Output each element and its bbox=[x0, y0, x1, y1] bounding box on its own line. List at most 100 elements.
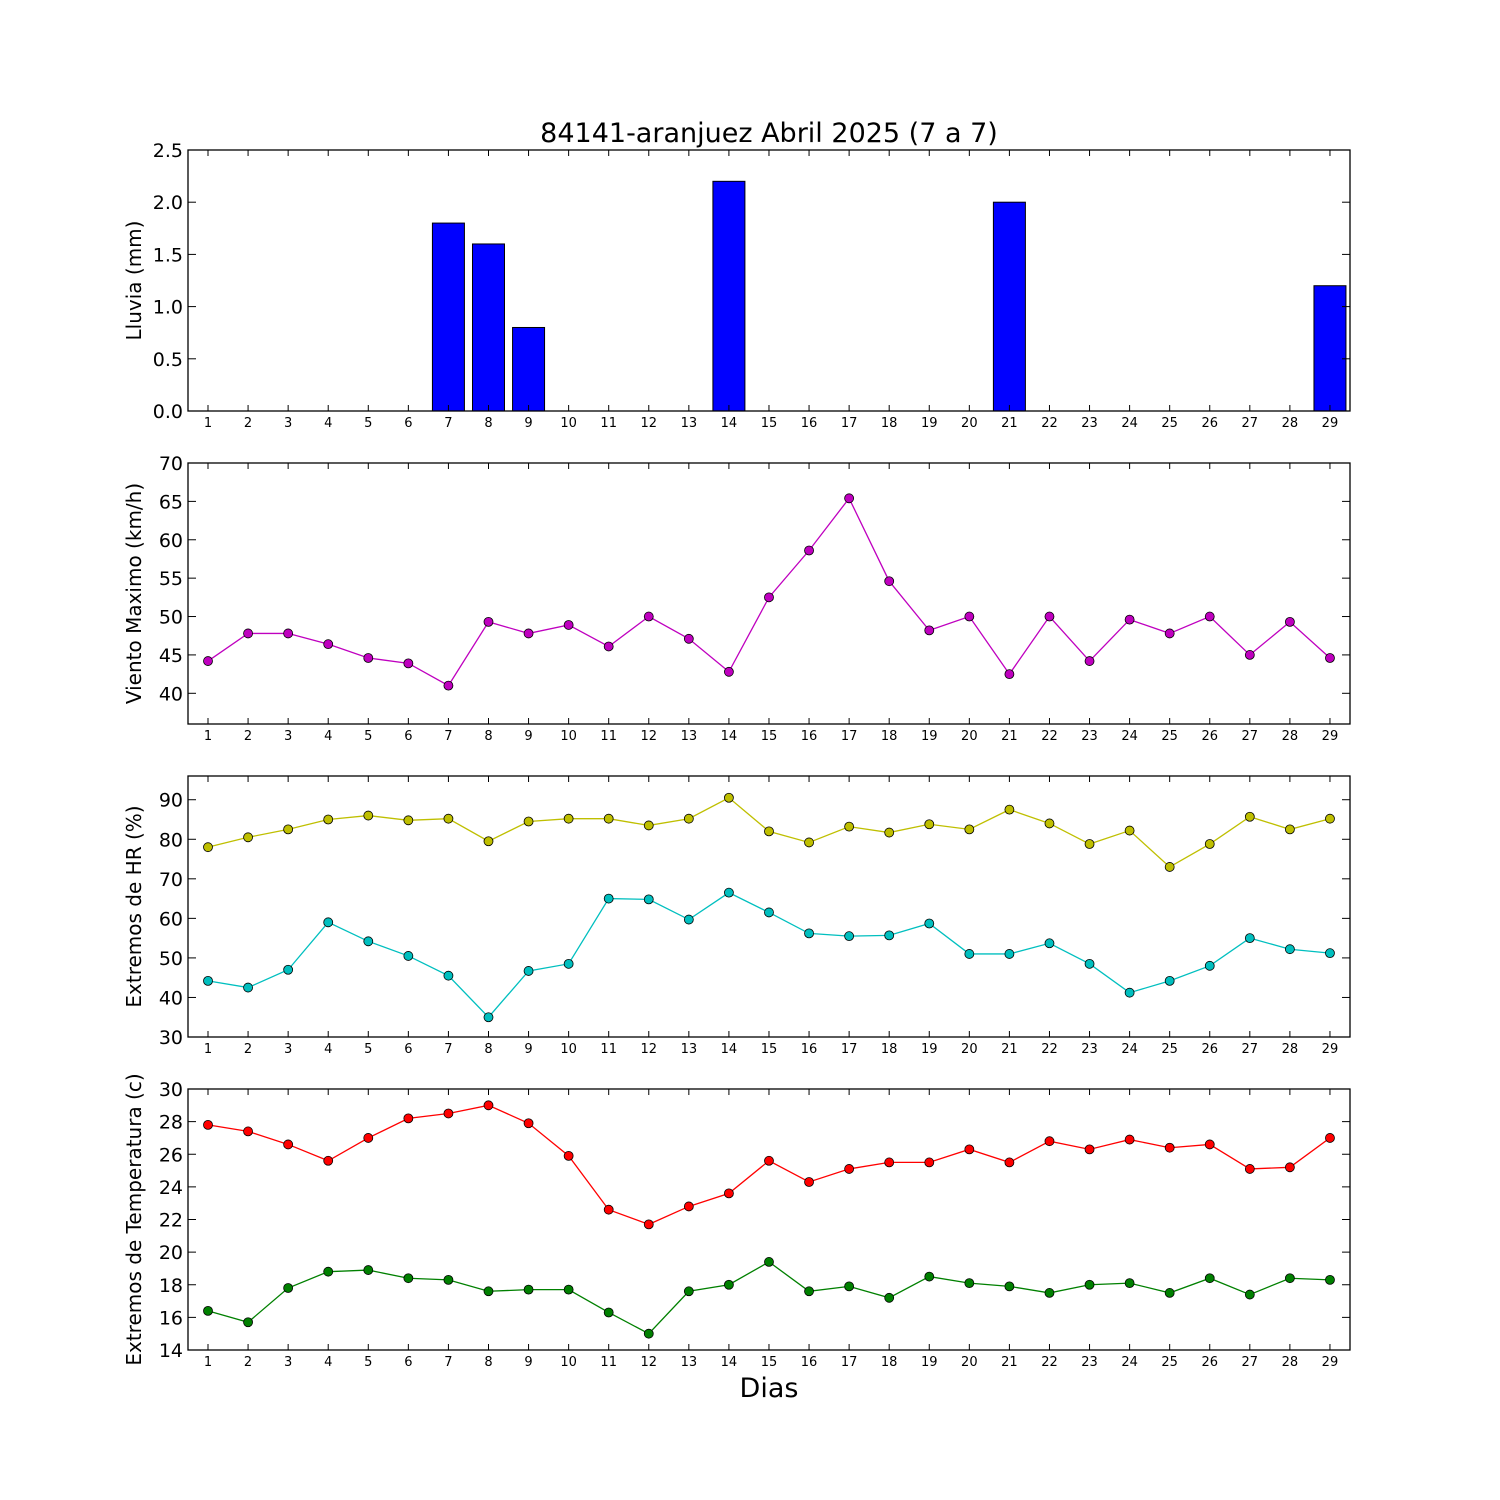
x-tick-label: 7 bbox=[444, 1042, 452, 1057]
series-0-point-14 bbox=[724, 1188, 734, 1199]
series-0-point-9 bbox=[523, 1118, 534, 1129]
y-tick-label: 28 bbox=[159, 1112, 183, 1134]
x-tick-label: 24 bbox=[1121, 416, 1138, 431]
series-0-point-1 bbox=[203, 1119, 213, 1130]
series-0-point-26 bbox=[1204, 611, 1215, 622]
series-0-point-29 bbox=[1325, 653, 1335, 663]
series-1-point-26 bbox=[1204, 960, 1215, 971]
series-0-point-5 bbox=[363, 653, 374, 663]
series-0-point-3 bbox=[283, 824, 294, 835]
series-1-point-10 bbox=[563, 958, 574, 969]
series-0-point-21 bbox=[1004, 669, 1015, 679]
series-1-point-8 bbox=[483, 1286, 494, 1297]
series-0-point-28 bbox=[1284, 824, 1295, 835]
x-tick-label: 17 bbox=[841, 729, 858, 744]
series-0-point-24 bbox=[1124, 1134, 1135, 1145]
series-0-point-15 bbox=[764, 592, 774, 603]
x-tick-label: 20 bbox=[961, 416, 978, 431]
x-tick-label: 29 bbox=[1322, 416, 1339, 431]
series-0-point-4 bbox=[323, 639, 334, 650]
series-1-point-23 bbox=[1084, 1279, 1095, 1290]
series-1-point-8 bbox=[483, 1012, 494, 1023]
series-0-point-9 bbox=[523, 628, 534, 639]
y-tick-label: 45 bbox=[159, 645, 183, 667]
series-1-point-28 bbox=[1284, 1273, 1295, 1284]
x-tick-label: 24 bbox=[1121, 729, 1138, 744]
x-tick-label: 1 bbox=[204, 729, 212, 744]
series-1-point-24 bbox=[1124, 1278, 1135, 1289]
series-1-point-9 bbox=[523, 966, 534, 976]
x-tick-label: 23 bbox=[1081, 1355, 1098, 1370]
rain-bar-9 bbox=[512, 326, 546, 412]
y-tick-label: 80 bbox=[159, 829, 183, 851]
series-1-point-15 bbox=[764, 907, 774, 918]
series-0-point-28 bbox=[1284, 617, 1295, 627]
series-1-point-3 bbox=[283, 964, 294, 975]
x-tick-label: 21 bbox=[1001, 1355, 1018, 1370]
series-0-point-27 bbox=[1244, 650, 1255, 660]
series-0-point-10 bbox=[563, 813, 574, 824]
x-tick-label: 19 bbox=[921, 1355, 938, 1370]
series-0-point-5 bbox=[363, 810, 374, 821]
x-tick-label: 4 bbox=[324, 416, 332, 431]
x-tick-label: 28 bbox=[1282, 1042, 1299, 1057]
x-tick-label: 22 bbox=[1041, 729, 1058, 744]
series-0-point-12 bbox=[643, 820, 654, 831]
series-0-point-19 bbox=[924, 819, 935, 830]
series-0-point-17 bbox=[844, 1164, 855, 1174]
series-0-point-4 bbox=[323, 1155, 334, 1166]
series-0-point-26 bbox=[1204, 839, 1215, 849]
rain-bar-21 bbox=[992, 201, 1026, 412]
x-tick-label: 28 bbox=[1282, 729, 1299, 744]
y-tick-label: 30 bbox=[159, 1027, 183, 1049]
y-tick-label: 14 bbox=[159, 1340, 183, 1362]
series-0-point-8 bbox=[483, 1100, 494, 1111]
series-0-point-20 bbox=[964, 824, 975, 835]
series-0-point-26 bbox=[1204, 1139, 1215, 1150]
x-tick-label: 11 bbox=[600, 416, 617, 431]
rain-bar-29 bbox=[1313, 285, 1347, 412]
series-0-point-2 bbox=[243, 832, 253, 843]
x-tick-label: 27 bbox=[1242, 729, 1259, 744]
x-tick-label: 4 bbox=[324, 1355, 332, 1370]
series-1-point-1 bbox=[203, 975, 213, 986]
series-0-point-22 bbox=[1044, 1136, 1055, 1147]
x-tick-label: 3 bbox=[284, 1042, 292, 1057]
y-axis-label: Lluvia (mm) bbox=[122, 221, 146, 341]
y-axis-label: Extremos de HR (%) bbox=[122, 805, 146, 1007]
x-tick-label: 27 bbox=[1242, 416, 1259, 431]
rain-bar-8 bbox=[471, 243, 505, 412]
series-0-point-29 bbox=[1325, 1133, 1335, 1143]
x-tick-label: 19 bbox=[921, 416, 938, 431]
x-tick-label: 12 bbox=[640, 1042, 657, 1057]
x-tick-label: 18 bbox=[881, 729, 898, 744]
x-tick-label: 11 bbox=[600, 1042, 617, 1057]
series-0-point-11 bbox=[603, 1204, 614, 1215]
series-0-point-14 bbox=[724, 666, 734, 677]
series-0-point-1 bbox=[203, 842, 213, 853]
x-tick-label: 24 bbox=[1121, 1042, 1138, 1057]
series-1-point-2 bbox=[243, 1317, 253, 1328]
x-tick-label: 15 bbox=[761, 1042, 778, 1057]
y-axis-label: Viento Maximo (km/h) bbox=[122, 483, 146, 704]
x-tick-label: 9 bbox=[524, 1042, 532, 1057]
x-tick-label: 28 bbox=[1282, 416, 1299, 431]
x-tick-label: 9 bbox=[524, 729, 532, 744]
series-0-point-7 bbox=[443, 813, 454, 824]
series-0-point-16 bbox=[804, 1177, 814, 1187]
series-0-point-1 bbox=[203, 656, 213, 666]
x-tick-label: 5 bbox=[364, 1042, 372, 1057]
series-0-point-2 bbox=[243, 628, 253, 639]
x-tick-label: 29 bbox=[1322, 729, 1339, 744]
y-tick-label: 24 bbox=[159, 1177, 183, 1199]
series-1-point-23 bbox=[1084, 958, 1095, 969]
y-tick-label: 40 bbox=[159, 683, 183, 705]
y-tick-label: 16 bbox=[159, 1307, 183, 1329]
y-tick-label: 65 bbox=[159, 491, 183, 513]
x-tick-label: 7 bbox=[444, 416, 452, 431]
x-tick-label: 26 bbox=[1201, 416, 1218, 431]
series-1-point-19 bbox=[924, 1271, 935, 1282]
series-0-point-13 bbox=[683, 1201, 694, 1212]
